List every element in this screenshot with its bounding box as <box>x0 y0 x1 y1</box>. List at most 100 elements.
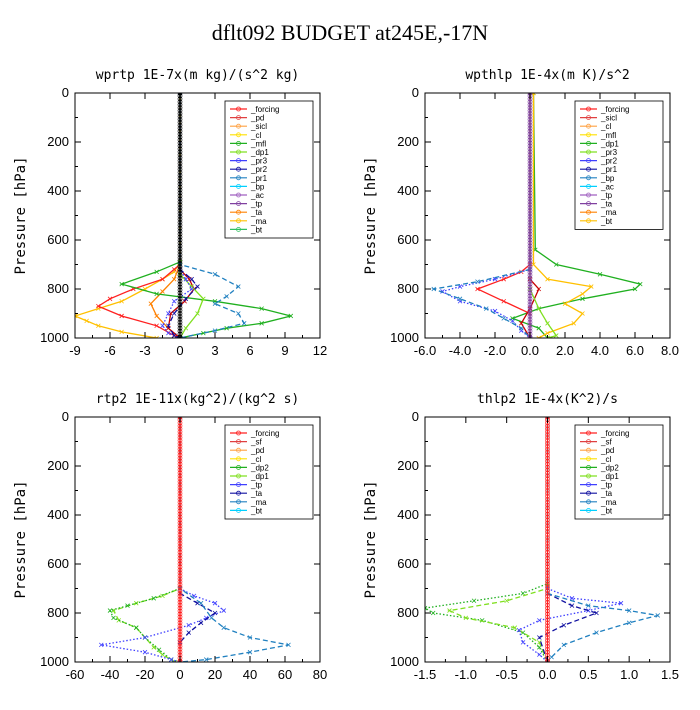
forcing-marker <box>527 105 533 111</box>
forcing-marker <box>177 573 183 579</box>
forcing-marker <box>527 287 533 293</box>
x-tick-label: -4.0 <box>449 343 471 358</box>
chart-thlp2: thlp2 1E-4x(K^2)/s Pressure [hPa] -1.5 -1.0… <box>363 392 679 682</box>
forcing-marker <box>177 514 183 520</box>
series-marker-ta <box>198 620 204 626</box>
y-tick-label: 200 <box>47 134 69 149</box>
forcing-marker <box>527 225 533 231</box>
forcing-marker <box>527 278 533 284</box>
legend-marker <box>236 158 241 163</box>
legend-marker <box>586 482 591 487</box>
series-marker-pr1 <box>536 335 542 338</box>
x-tick-label: 40 <box>243 667 257 682</box>
forcing-marker <box>527 108 533 113</box>
forcing-marker <box>177 570 183 576</box>
forcing-marker <box>177 585 183 590</box>
forcing-marker <box>177 646 183 652</box>
legend-label: _dp1 <box>250 148 269 157</box>
series-line-ta <box>167 93 199 338</box>
y-tick-label: 200 <box>397 134 419 149</box>
y-tick-label: 400 <box>397 183 419 198</box>
forcing-marker <box>177 122 183 128</box>
forcing-marker <box>545 473 550 479</box>
series-marker-ma <box>247 635 253 640</box>
series-marker-dp2 <box>471 598 477 604</box>
forcing-marker <box>527 246 533 252</box>
forcing-marker <box>177 105 183 111</box>
forcing-marker <box>177 470 183 476</box>
series-marker-ta <box>166 323 171 329</box>
forcing-marker <box>177 317 183 322</box>
forcing-marker <box>527 196 533 202</box>
legend-label: _ta <box>250 489 263 498</box>
x-tick-label: -40 <box>101 667 120 682</box>
forcing-marker <box>545 635 550 640</box>
forcing-marker <box>527 172 533 178</box>
forcing-marker <box>527 146 533 152</box>
legend-marker <box>586 183 591 189</box>
forcing-marker <box>545 602 550 608</box>
forcing-marker <box>527 272 533 278</box>
forcing-marker <box>177 452 183 458</box>
forcing-marker <box>177 635 183 640</box>
forcing-marker <box>527 299 533 305</box>
forcing-marker <box>545 638 550 643</box>
forcing-marker <box>177 131 183 137</box>
series-marker-dp2 <box>520 591 526 596</box>
forcing-marker <box>545 629 550 634</box>
legend-label: _cl <box>600 122 611 131</box>
forcing-marker <box>177 137 183 143</box>
forcing-marker <box>177 567 183 573</box>
forcing-marker <box>177 325 183 331</box>
forcing-marker <box>177 155 183 161</box>
series-marker-ma <box>586 603 591 608</box>
forcing-marker <box>545 488 550 493</box>
forcing-marker <box>177 649 183 655</box>
series-marker-dp1 <box>537 640 542 645</box>
forcing-marker <box>527 120 533 125</box>
legend-marker <box>586 166 591 172</box>
forcing-marker <box>527 111 533 116</box>
forcing-marker <box>545 558 550 564</box>
forcing-marker <box>177 302 183 308</box>
legend-marker <box>586 430 591 436</box>
y-tick-label: 400 <box>47 183 69 198</box>
series-marker-pr1 <box>571 321 577 326</box>
series-marker-dp1 <box>160 276 165 282</box>
chart-title: rtp2 1E-11x(kg^2)/(kg^2 s) <box>96 392 300 407</box>
forcing-marker <box>545 549 550 555</box>
y-tick-label: 200 <box>47 458 69 473</box>
legend-marker <box>586 175 591 181</box>
series-marker-tp <box>189 286 194 292</box>
series-marker-bp <box>195 311 200 316</box>
legend-marker <box>586 115 591 120</box>
forcing-marker <box>545 467 550 473</box>
forcing-marker <box>527 211 533 216</box>
series-marker-dp2 <box>133 625 139 630</box>
forcing-marker <box>527 317 533 322</box>
forcing-marker <box>527 249 533 255</box>
x-tick-label: 60 <box>278 667 292 682</box>
forcing-marker <box>527 220 533 225</box>
forcing-marker <box>177 178 183 184</box>
forcing-marker <box>545 505 550 511</box>
legend-label: _forcing <box>600 429 629 438</box>
forcing-marker <box>177 275 183 281</box>
forcing-marker <box>527 275 533 281</box>
forcing-marker <box>177 582 183 587</box>
series-marker-ma <box>594 630 599 635</box>
forcing-marker <box>545 541 550 546</box>
legend-marker <box>586 456 591 462</box>
series-marker-ma <box>501 316 507 321</box>
forcing-marker <box>177 473 183 479</box>
series-marker-tp <box>203 615 209 621</box>
forcing-marker <box>545 479 550 485</box>
series-marker-ta <box>189 276 194 282</box>
series-line-tp <box>101 417 226 662</box>
forcing-marker <box>545 449 550 455</box>
forcing-marker <box>177 237 183 243</box>
forcing-marker <box>177 287 183 293</box>
forcing-marker <box>177 125 183 131</box>
x-tick-label: -20 <box>136 667 155 682</box>
forcing-marker <box>527 258 533 263</box>
